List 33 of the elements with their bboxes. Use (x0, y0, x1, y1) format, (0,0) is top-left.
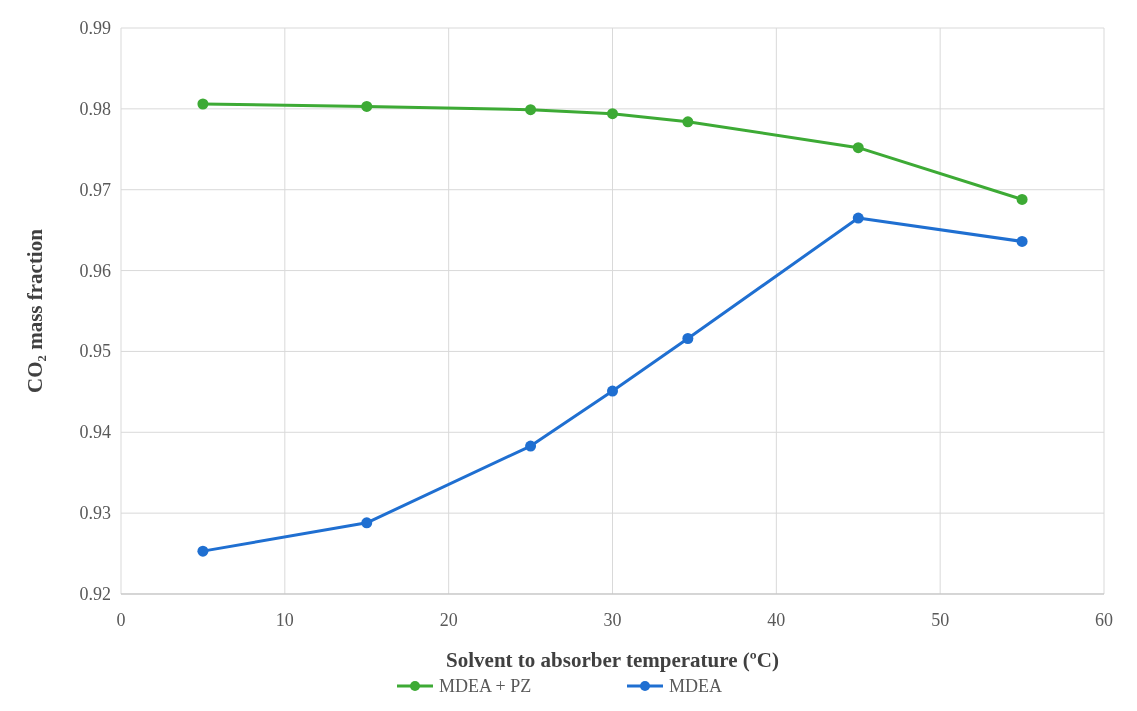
point (361, 517, 373, 529)
point (361, 100, 373, 112)
y-tick-label: 0.96 (79, 260, 111, 281)
y-tick-label: 0.98 (79, 98, 111, 119)
y-tick-label: 0.95 (79, 341, 111, 362)
point (682, 332, 694, 344)
legend-label: MDEA (669, 676, 722, 696)
point (525, 104, 537, 116)
point (607, 385, 618, 397)
y-tick-label: 0.94 (79, 422, 111, 443)
x-tick-label: 0 (116, 610, 126, 630)
y-tick-label: 0.97 (79, 179, 111, 200)
point (852, 212, 864, 224)
x-tick-label: 40 (767, 610, 786, 630)
point (197, 545, 209, 557)
point (682, 116, 694, 128)
y-tick-label: 0.93 (79, 503, 111, 524)
point (197, 98, 209, 110)
x-tick-label: 50 (931, 610, 950, 630)
point (1016, 235, 1028, 247)
y-tick-label: 0.92 (79, 584, 111, 604)
point (607, 108, 618, 120)
x-tick-label: 20 (439, 610, 458, 630)
point (525, 440, 537, 452)
x-tick-label: 60 (1095, 610, 1113, 630)
x-tick-label: 10 (275, 610, 294, 630)
point (852, 142, 864, 154)
point (1016, 193, 1028, 205)
y-axis-title: CO₂ mass fraction (23, 228, 47, 393)
x-tick-label: 30 (603, 610, 622, 630)
x-axis-title: Solvent to absorber temperature (ºC) (446, 648, 779, 672)
legend-label: MDEA + PZ (439, 676, 532, 696)
y-tick-label: 0.99 (79, 18, 111, 38)
